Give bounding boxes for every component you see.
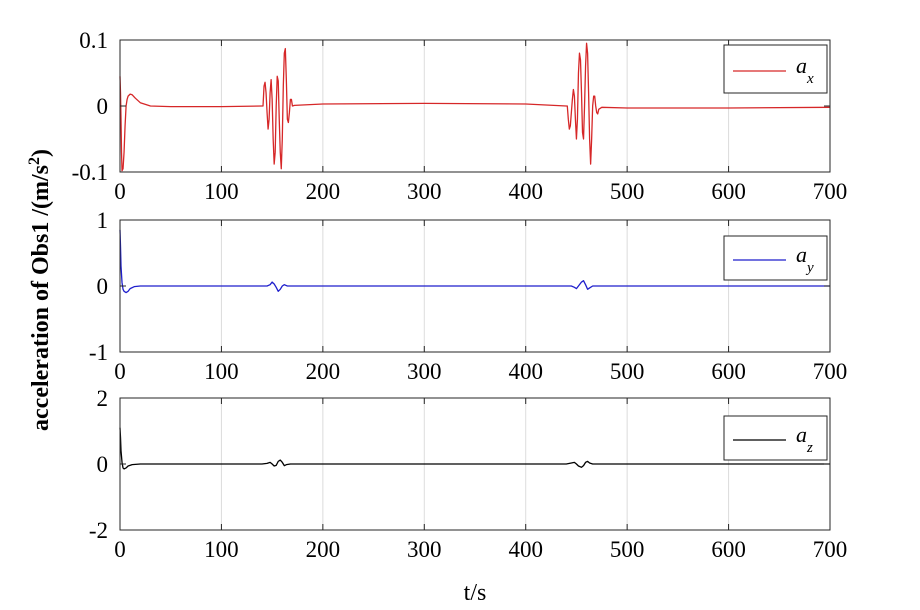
x-tick-label: 0 bbox=[114, 359, 126, 384]
series-line-ax bbox=[119, 42, 831, 172]
legend-entry-subscript: x bbox=[806, 71, 814, 87]
x-tick-label: 200 bbox=[306, 537, 341, 562]
y-tick-label: 2 bbox=[97, 386, 109, 411]
legend-entry: ay bbox=[796, 242, 814, 276]
x-tick-label: 100 bbox=[204, 537, 239, 562]
x-tick-label: 700 bbox=[813, 179, 848, 204]
x-tick-label: 0 bbox=[114, 179, 126, 204]
x-tick-label: 600 bbox=[711, 537, 746, 562]
legend-box bbox=[723, 415, 828, 461]
x-tick-label: 200 bbox=[306, 359, 341, 384]
y-tick-label: 0 bbox=[97, 274, 109, 299]
y-axis-label-main: acceleration of Obs1 /(m/s bbox=[28, 165, 54, 431]
legend-entry: ax bbox=[796, 53, 814, 87]
legend: ax bbox=[723, 44, 828, 94]
x-tick-label: 500 bbox=[610, 179, 645, 204]
legend-entry-base: a bbox=[796, 242, 807, 267]
legend-entry-base: a bbox=[796, 422, 807, 447]
x-tick-label: 0 bbox=[114, 537, 126, 562]
y-axis-label-close: ) bbox=[28, 149, 54, 157]
x-tick-label: 500 bbox=[610, 359, 645, 384]
legend: ay bbox=[723, 235, 828, 281]
x-tick-label: 700 bbox=[813, 537, 848, 562]
y-tick-label: 1 bbox=[97, 208, 109, 233]
x-tick-label: 300 bbox=[407, 537, 442, 562]
x-tick-label: 600 bbox=[711, 359, 746, 384]
x-tick-label: 100 bbox=[204, 179, 239, 204]
x-tick-label: 200 bbox=[306, 179, 341, 204]
x-tick-label: 300 bbox=[407, 359, 442, 384]
x-tick-label: 100 bbox=[204, 359, 239, 384]
legend-box bbox=[723, 44, 828, 94]
y-tick-label: 0 bbox=[97, 94, 109, 119]
subplot-1: 0 100 200 300 400 500 600 700-0.100.1ax bbox=[72, 28, 848, 204]
x-tick-label: 400 bbox=[508, 179, 543, 204]
x-axis-label: t/s bbox=[464, 580, 487, 606]
legend: az bbox=[723, 415, 828, 461]
x-tick-label: 300 bbox=[407, 179, 442, 204]
series-line-az bbox=[119, 427, 830, 470]
legend-box bbox=[723, 235, 828, 281]
y-tick-label: -0.1 bbox=[72, 160, 108, 185]
legend-entry-base: a bbox=[796, 53, 807, 78]
y-tick-label: -1 bbox=[89, 340, 108, 365]
legend-entry-subscript: y bbox=[805, 260, 814, 276]
series-line-ay bbox=[119, 229, 830, 294]
y-tick-label: -2 bbox=[89, 518, 108, 543]
x-tick-label: 400 bbox=[508, 359, 543, 384]
y-tick-label: 0.1 bbox=[79, 28, 108, 53]
y-axis-label: acceleration of Obs1 /(m/s2) bbox=[26, 149, 54, 431]
x-tick-label: 500 bbox=[610, 537, 645, 562]
x-tick-label: 700 bbox=[813, 359, 848, 384]
x-tick-label: 400 bbox=[508, 537, 543, 562]
y-tick-label: 0 bbox=[97, 452, 109, 477]
legend-entry-subscript: z bbox=[806, 440, 813, 456]
x-tick-label: 600 bbox=[711, 179, 746, 204]
y-axis-label-superscript: 2 bbox=[26, 157, 43, 165]
legend-entry: az bbox=[796, 422, 813, 456]
